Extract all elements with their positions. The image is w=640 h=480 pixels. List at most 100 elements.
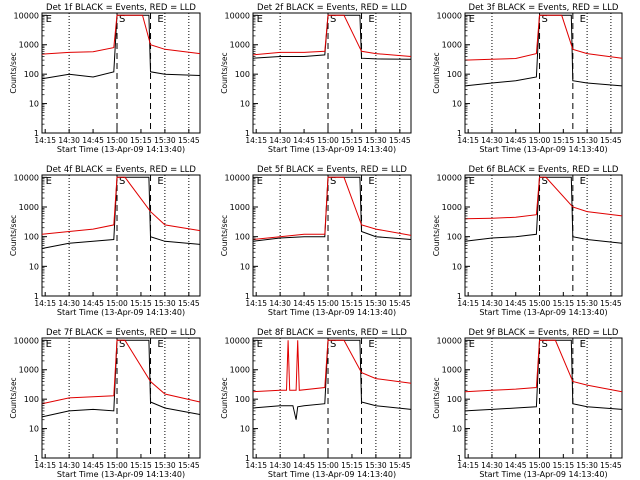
x-tick-label: 14:15 (245, 461, 267, 470)
plot-frame (252, 337, 412, 459)
x-axis-label: Start Time (13-Apr-09 14:13:40) (268, 145, 396, 154)
x-tick-label: 15:15 (130, 299, 152, 308)
y-tick-label: 1 (457, 292, 462, 301)
marker-label: E (257, 339, 263, 350)
x-tick-label: 15:00 (106, 299, 128, 308)
marker-label: E (157, 176, 163, 187)
y-axis-label: Counts/sec (432, 377, 441, 418)
series-line-lld (41, 339, 201, 405)
x-tick-label: 15:45 (389, 136, 411, 145)
y-tick-label: 1000 (19, 366, 39, 375)
x-axis-label: Start Time (13-Apr-09 14:13:40) (479, 470, 607, 479)
y-tick-label: 10 (29, 100, 39, 109)
x-tick-label: 15:00 (317, 136, 339, 145)
series-line-lld (252, 14, 412, 57)
y-tick-label: 1000 (442, 41, 462, 50)
series-line-lld (464, 176, 623, 220)
x-tick-label: 15:45 (178, 136, 200, 145)
x-axis-label: Start Time (13-Apr-09 14:13:40) (479, 308, 607, 317)
marker-label: S (542, 176, 548, 187)
x-tick-label: 14:45 (505, 461, 527, 470)
marker-label: E (46, 14, 52, 25)
series-line-lld (252, 176, 412, 240)
y-tick-label: 1000 (442, 366, 462, 375)
x-tick-label: 14:30 (58, 136, 80, 145)
x-tick-label: 14:30 (269, 136, 291, 145)
x-tick-label: 15:30 (365, 299, 387, 308)
y-tick-label: 100 (24, 395, 39, 404)
x-axis-label: Start Time (13-Apr-09 14:13:40) (479, 145, 607, 154)
x-tick-label: 14:45 (82, 299, 104, 308)
x-tick-label: 15:00 (317, 299, 339, 308)
plot-frame (464, 174, 623, 297)
y-tick-label: 1 (245, 454, 250, 463)
y-tick-label: 10 (29, 262, 39, 271)
x-tick-label: 15:15 (341, 136, 363, 145)
series-line-events (252, 339, 412, 420)
x-tick-label: 15:00 (317, 461, 339, 470)
chart-title: Det 9f BLACK = Events, RED = LLD (469, 328, 619, 338)
y-tick-label: 10000 (225, 173, 250, 182)
y-tick-label: 10000 (14, 173, 39, 182)
x-tick-label: 14:45 (505, 136, 527, 145)
y-tick-label: 1 (457, 129, 462, 138)
x-tick-label: 14:45 (505, 299, 527, 308)
x-tick-label: 14:30 (269, 299, 291, 308)
x-axis-label: Start Time (13-Apr-09 14:13:40) (57, 308, 185, 317)
chart-title: Det 5f BLACK = Events, RED = LLD (257, 165, 407, 175)
series-line-events (464, 176, 623, 244)
series-line-lld (464, 339, 623, 393)
marker-label: S (542, 339, 548, 350)
x-tick-label: 15:30 (365, 461, 387, 470)
marker-label: S (330, 176, 336, 187)
x-tick-label: 14:15 (34, 461, 56, 470)
chart-title: Det 7f BLACK = Events, RED = LLD (46, 328, 196, 338)
x-tick-label: 14:45 (293, 461, 315, 470)
series-line-lld (41, 14, 201, 55)
chart-title: Det 4f BLACK = Events, RED = LLD (46, 165, 196, 175)
marker-label: E (469, 14, 475, 25)
x-tick-label: 14:30 (481, 136, 503, 145)
x-tick-label: 14:15 (457, 461, 479, 470)
plot-frame (464, 337, 623, 459)
x-tick-label: 15:45 (389, 299, 411, 308)
x-tick-label: 15:15 (130, 461, 152, 470)
chart-title: Det 3f BLACK = Events, RED = LLD (469, 3, 619, 13)
x-tick-label: 15:30 (154, 299, 176, 308)
y-tick-label: 10 (452, 262, 462, 271)
plot-frame (41, 174, 201, 297)
marker-label: E (46, 339, 52, 350)
marker-label: E (469, 339, 475, 350)
y-tick-label: 1 (34, 454, 39, 463)
marker-label: E (257, 14, 263, 25)
series-line-events (464, 339, 623, 412)
x-tick-label: 15:00 (529, 136, 551, 145)
x-tick-label: 15:15 (553, 299, 575, 308)
y-tick-label: 10 (452, 100, 462, 109)
plot-frame (41, 337, 201, 459)
x-tick-label: 14:30 (58, 299, 80, 308)
x-tick-label: 14:45 (82, 461, 104, 470)
x-tick-label: 15:30 (576, 299, 598, 308)
y-tick-label: 10 (29, 425, 39, 434)
x-tick-label: 15:45 (178, 461, 200, 470)
x-tick-label: 15:15 (341, 299, 363, 308)
y-tick-label: 1000 (230, 366, 250, 375)
chart-title: Det 2f BLACK = Events, RED = LLD (257, 3, 407, 13)
x-tick-label: 14:15 (245, 299, 267, 308)
chart-title: Det 1f BLACK = Events, RED = LLD (46, 3, 196, 13)
x-tick-label: 15:15 (130, 136, 152, 145)
x-tick-label: 15:30 (576, 461, 598, 470)
x-tick-label: 15:30 (576, 136, 598, 145)
series-line-events (41, 176, 201, 249)
chart-title: Det 8f BLACK = Events, RED = LLD (257, 328, 407, 338)
y-axis-label: Counts/sec (9, 215, 18, 256)
x-tick-label: 15:00 (106, 461, 128, 470)
marker-label: S (542, 14, 548, 25)
y-tick-label: 1 (34, 292, 39, 301)
